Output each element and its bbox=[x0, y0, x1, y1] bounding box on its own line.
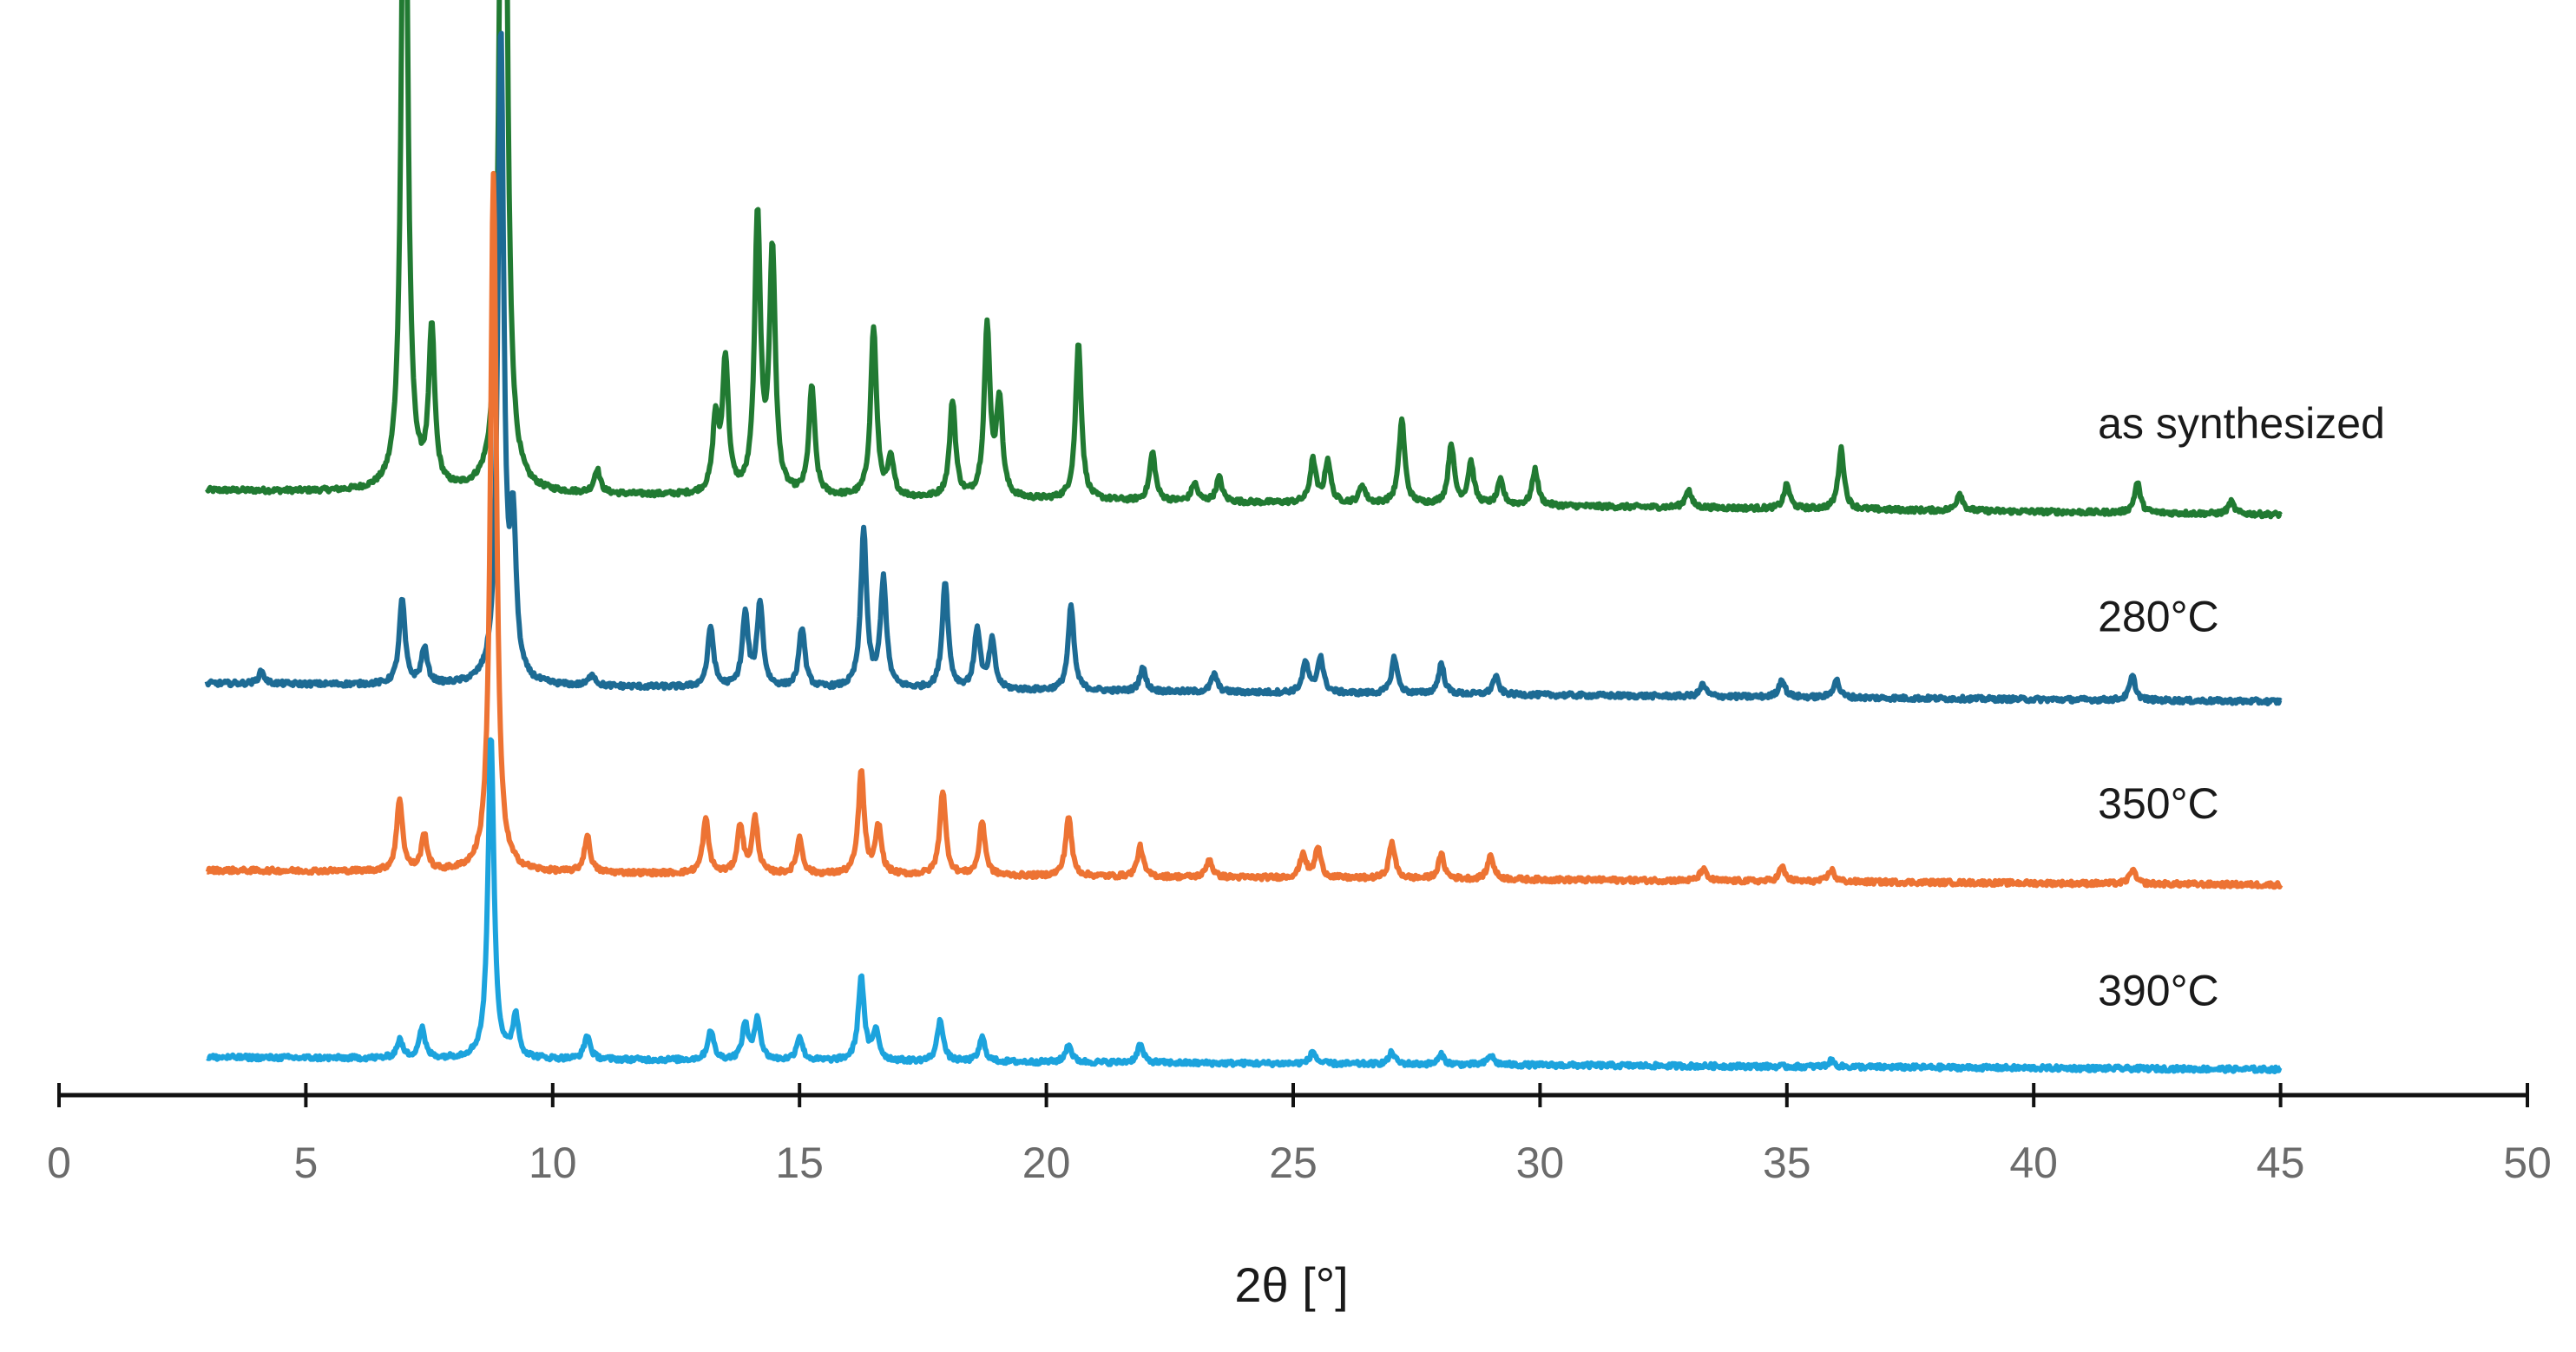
x-tick-label-45: 45 bbox=[2257, 1139, 2305, 1187]
series-label-2: 350°C bbox=[2098, 779, 2219, 828]
x-tick-label-35: 35 bbox=[1763, 1139, 1811, 1187]
series-line-0 bbox=[205, 0, 2283, 520]
series-line-1 bbox=[204, 30, 2283, 706]
x-tick-label-40: 40 bbox=[2009, 1139, 2058, 1187]
x-tick-label-5: 5 bbox=[293, 1139, 318, 1187]
x-tick-label-50: 50 bbox=[2503, 1139, 2552, 1187]
x-tick-label-10: 10 bbox=[529, 1139, 577, 1187]
series-label-0: as synthesized bbox=[2098, 399, 2385, 448]
series-label-3: 390°C bbox=[2098, 966, 2219, 1014]
series-labels: as synthesized 280°C 350°C 390°C bbox=[2098, 399, 2385, 1014]
series-line-2 bbox=[205, 170, 2284, 890]
x-axis-ticks bbox=[57, 1083, 2529, 1107]
series-traces bbox=[204, 0, 2284, 1074]
x-tick-label-15: 15 bbox=[775, 1139, 824, 1187]
x-tick-label-30: 30 bbox=[1516, 1139, 1565, 1187]
series-line-3 bbox=[205, 737, 2283, 1074]
x-tick-label-0: 0 bbox=[47, 1139, 71, 1187]
x-tick-label-20: 20 bbox=[1022, 1139, 1071, 1187]
series-label-1: 280°C bbox=[2098, 593, 2219, 641]
x-tick-label-25: 25 bbox=[1269, 1139, 1318, 1187]
x-axis-tick-labels: 0 5 10 15 20 25 30 35 40 45 50 bbox=[47, 1139, 2552, 1187]
x-axis-title: 2θ [°] bbox=[1234, 1257, 1348, 1312]
